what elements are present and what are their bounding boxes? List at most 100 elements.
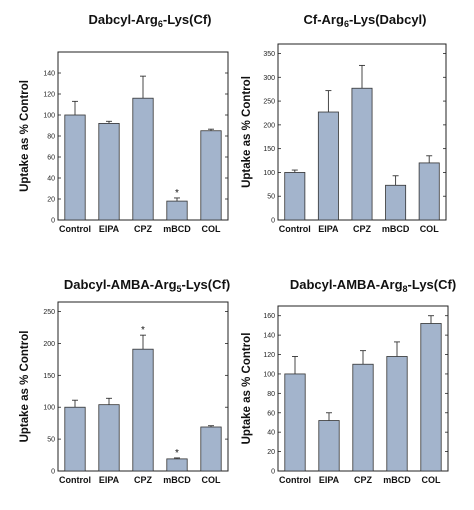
x-tick-label: Control bbox=[59, 475, 91, 485]
bar-eipa bbox=[98, 404, 120, 472]
y-tick-label: 0 bbox=[271, 469, 275, 476]
chart-panel-3: Dabcyl-AMBA-Arg5-Lys(Cf) Uptake as % Cont… bbox=[19, 277, 230, 485]
x-tick-label: COL bbox=[202, 224, 222, 234]
bar-mbcd bbox=[166, 200, 188, 221]
y-tick-label: 160 bbox=[263, 313, 275, 320]
y-tick-label: 80 bbox=[267, 391, 275, 398]
y-tick-label: 150 bbox=[263, 146, 275, 153]
x-tick-label: mBCD bbox=[163, 475, 191, 485]
y-tick-label: 120 bbox=[43, 92, 55, 99]
title-part: -Lys(Cf) bbox=[408, 277, 457, 292]
x-tick-label: CPZ bbox=[353, 224, 372, 234]
y-tick-label: 140 bbox=[263, 333, 275, 340]
bar-control bbox=[284, 373, 306, 472]
y-tick-label: 200 bbox=[263, 122, 275, 129]
bar-control bbox=[64, 406, 86, 472]
y-axis-label: Uptake as % Control bbox=[19, 331, 31, 443]
title-part: -Lys(Dabcyl) bbox=[349, 12, 427, 27]
y-tick-label: 0 bbox=[51, 218, 55, 225]
y-tick-label: 250 bbox=[263, 99, 275, 106]
y-tick-label: 20 bbox=[267, 449, 275, 456]
bar-eipa bbox=[317, 111, 339, 221]
title-subscript: 6 bbox=[344, 19, 349, 29]
y-axis-label: Uptake as % Control bbox=[241, 333, 253, 445]
chart-panel-1: Dabcyl-Arg6-Lys(Cf) Uptake as % Control 0 2… bbox=[19, 12, 229, 234]
bar-cpz bbox=[132, 348, 154, 472]
x-tick-label: Control bbox=[59, 224, 91, 234]
bar-cpz bbox=[132, 97, 154, 221]
chart-title: Dabcyl-AMBA-Arg5-Lys(Cf) bbox=[64, 277, 230, 294]
chart-title: Dabcyl-AMBA-Arg8-Lys(Cf) bbox=[290, 277, 456, 294]
x-tick-label: mBCD bbox=[382, 224, 410, 234]
y-tick-label: 50 bbox=[267, 194, 275, 201]
x-tick-label: mBCD bbox=[163, 224, 191, 234]
significance-marker: * bbox=[175, 448, 179, 459]
bar-eipa bbox=[318, 420, 340, 472]
title-subscript: 6 bbox=[158, 19, 163, 29]
x-tick-label: COL bbox=[202, 475, 222, 485]
significance-marker: * bbox=[141, 325, 145, 336]
x-tick-label: mBCD bbox=[383, 475, 411, 485]
bar-control bbox=[64, 114, 86, 221]
x-tick-label: COL bbox=[422, 475, 442, 485]
y-tick-label: 50 bbox=[47, 437, 55, 444]
y-tick-label: 350 bbox=[263, 51, 275, 58]
x-tick-label: CPZ bbox=[354, 475, 373, 485]
title-subscript: 8 bbox=[403, 284, 408, 294]
bar-cpz bbox=[351, 87, 373, 221]
chart-panel-4: Dabcyl-AMBA-Arg8-Lys(Cf) Uptake as % Cont… bbox=[241, 277, 456, 485]
y-tick-label: 60 bbox=[267, 410, 275, 417]
x-tick-label: CPZ bbox=[134, 224, 153, 234]
y-axis-label: Uptake as % Control bbox=[241, 76, 253, 188]
bar-col bbox=[420, 323, 442, 472]
title-part: -Lys(Cf) bbox=[163, 12, 212, 27]
y-tick-label: 140 bbox=[43, 71, 55, 78]
bar-control bbox=[284, 172, 306, 221]
x-tick-label: EIPA bbox=[319, 475, 340, 485]
title-part: Dabcyl-AMBA-Arg bbox=[64, 277, 177, 292]
y-tick-label: 0 bbox=[51, 469, 55, 476]
bar-col bbox=[418, 162, 440, 221]
bar-col bbox=[200, 426, 222, 472]
x-tick-label: CPZ bbox=[134, 475, 153, 485]
y-axis-label: Uptake as % Control bbox=[19, 80, 31, 192]
title-part: -Lys(Cf) bbox=[182, 277, 231, 292]
y-tick-label: 60 bbox=[47, 155, 55, 162]
y-tick-label: 300 bbox=[263, 75, 275, 82]
bar-cpz bbox=[352, 363, 374, 472]
title-subscript: 5 bbox=[177, 284, 182, 294]
y-tick-label: 20 bbox=[47, 197, 55, 204]
title-part: Cf-Arg bbox=[304, 12, 344, 27]
x-tick-label: EIPA bbox=[99, 224, 120, 234]
y-tick-label: 120 bbox=[263, 352, 275, 359]
significance-marker: * bbox=[175, 188, 179, 199]
y-tick-label: 250 bbox=[43, 309, 55, 316]
x-tick-label: EIPA bbox=[99, 475, 120, 485]
bar-mbcd bbox=[166, 458, 188, 472]
y-tick-label: 150 bbox=[43, 373, 55, 380]
chart-title: Cf-Arg6-Lys(Dabcyl) bbox=[304, 12, 427, 29]
y-tick-label: 40 bbox=[47, 176, 55, 183]
y-tick-label: 200 bbox=[43, 341, 55, 348]
y-tick-label: 40 bbox=[267, 430, 275, 437]
chart-panel-2: Cf-Arg6-Lys(Dabcyl) Uptake as % Control 0 5… bbox=[241, 12, 447, 234]
y-tick-label: 100 bbox=[43, 113, 55, 120]
y-tick-label: 100 bbox=[263, 371, 275, 378]
chart-title: Dabcyl-Arg6-Lys(Cf) bbox=[89, 12, 212, 29]
bar-mbcd bbox=[385, 184, 407, 221]
x-tick-label: Control bbox=[279, 224, 311, 234]
y-tick-label: 80 bbox=[47, 134, 55, 141]
bar-col bbox=[200, 130, 222, 221]
title-part: Dabcyl-AMBA-Arg bbox=[290, 277, 403, 292]
x-tick-label: COL bbox=[420, 224, 440, 234]
x-tick-label: Control bbox=[279, 475, 311, 485]
title-part: Dabcyl-Arg bbox=[89, 12, 158, 27]
bar-eipa bbox=[98, 123, 120, 221]
y-tick-label: 100 bbox=[263, 170, 275, 177]
bar-mbcd bbox=[386, 356, 408, 472]
x-tick-label: EIPA bbox=[318, 224, 339, 234]
y-tick-label: 0 bbox=[271, 218, 275, 225]
y-tick-label: 100 bbox=[43, 405, 55, 412]
